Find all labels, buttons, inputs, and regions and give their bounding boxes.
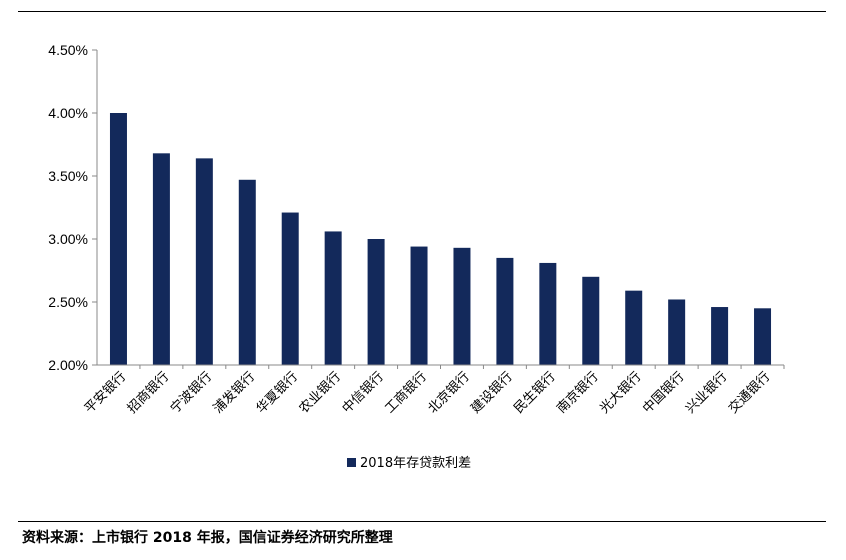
- x-tick-label: 交通银行: [725, 369, 773, 417]
- bar: [410, 246, 428, 365]
- x-tick-label: 宁波银行: [167, 369, 215, 417]
- bar: [109, 113, 127, 365]
- bar: [625, 290, 643, 365]
- y-axis: 2.00% 2.50% 3.00% 3.50% 4.00% 4.50%: [48, 42, 98, 373]
- x-tick-label: 农业银行: [297, 369, 344, 416]
- bar: [453, 247, 471, 365]
- bar-chart: 2.00% 2.50% 3.00% 3.50% 4.00% 4.50% 平安银行招商银行宁…: [48, 42, 785, 471]
- bar: [195, 158, 213, 365]
- bar: [711, 307, 729, 365]
- x-tick-label: 南京银行: [554, 369, 602, 417]
- x-tick-label: 华夏银行: [254, 369, 301, 416]
- x-tick-label: 浦发银行: [210, 369, 258, 417]
- y-tick-label: 2.50%: [48, 294, 88, 310]
- bottom-divider: [18, 521, 826, 522]
- bar: [668, 299, 686, 365]
- x-tick-label: 建设银行: [468, 369, 515, 416]
- y-tick-label: 3.50%: [48, 168, 88, 184]
- x-tick-label: 中信银行: [340, 369, 387, 416]
- x-tick-label: 民生银行: [511, 369, 558, 416]
- bar: [238, 179, 256, 365]
- x-tick-label: 平安银行: [82, 369, 129, 416]
- bar: [367, 239, 385, 365]
- bar: [582, 276, 600, 365]
- top-divider: [18, 11, 826, 12]
- x-tick-label: 北京银行: [425, 369, 472, 416]
- bar: [324, 231, 342, 365]
- bars: [109, 113, 772, 365]
- x-tick-label: 工商银行: [382, 369, 429, 416]
- bar: [754, 308, 772, 365]
- bar: [496, 257, 514, 365]
- legend: 2018年存贷款利差: [347, 456, 471, 471]
- legend-label: 2018年存贷款利差: [360, 456, 471, 471]
- x-tick-label: 招商银行: [125, 369, 172, 416]
- x-tick-label: 光大银行: [597, 369, 644, 416]
- x-tick-label: 兴业银行: [683, 369, 730, 416]
- y-tick-label: 2.00%: [48, 357, 88, 373]
- y-tick-label: 3.00%: [48, 231, 88, 247]
- y-tick-label: 4.50%: [48, 42, 88, 58]
- x-tick-label: 中国银行: [640, 369, 687, 416]
- source-note: 资料来源：上市银行 2018 年报，国信证券经济研究所整理: [22, 530, 393, 546]
- x-axis: 平安银行招商银行宁波银行浦发银行华夏银行农业银行中信银行工商银行北京银行建设银行…: [82, 364, 785, 417]
- bar: [152, 153, 170, 365]
- y-tick-label: 4.00%: [48, 105, 88, 121]
- bar: [281, 212, 299, 365]
- bar: [539, 262, 557, 365]
- legend-swatch: [347, 458, 356, 467]
